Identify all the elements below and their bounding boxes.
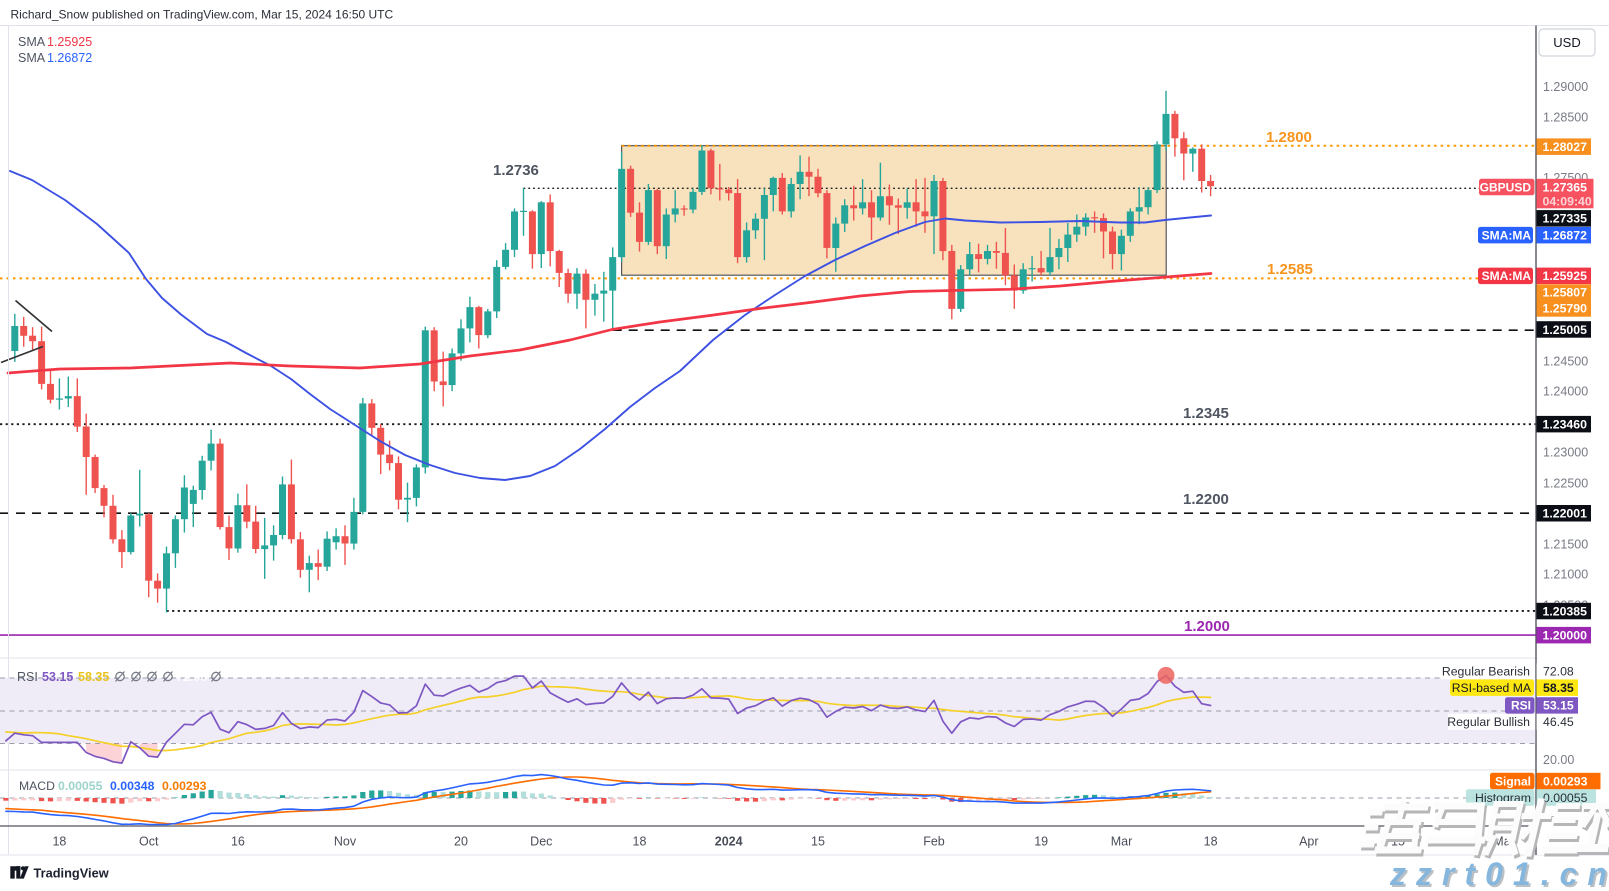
svg-text:Regular Bullish: Regular Bullish	[1447, 715, 1530, 729]
svg-text:SMA:MA: SMA:MA	[1482, 269, 1532, 283]
svg-text:RSI: RSI	[1511, 699, 1531, 713]
svg-text:19: 19	[1034, 835, 1048, 849]
svg-text:SMA:MA: SMA:MA	[1482, 229, 1532, 243]
svg-text:RSI-based MA: RSI-based MA	[1452, 681, 1532, 695]
svg-text:53.15: 53.15	[42, 670, 73, 684]
svg-text:1.23000: 1.23000	[1543, 446, 1588, 460]
svg-text:1.25005: 1.25005	[1543, 323, 1588, 337]
svg-text:0.00055: 0.00055	[58, 779, 103, 793]
svg-text:58.35: 58.35	[78, 670, 109, 684]
svg-text:1.2200: 1.2200	[1183, 491, 1229, 508]
svg-text:1.22500: 1.22500	[1543, 477, 1588, 491]
svg-text:Oct: Oct	[139, 835, 159, 849]
svg-text:1.2000: 1.2000	[1184, 618, 1230, 635]
svg-text:1.27335: 1.27335	[1543, 212, 1588, 226]
svg-text:1.27365: 1.27365	[1543, 180, 1588, 194]
svg-text:SMA: SMA	[18, 35, 46, 49]
svg-text:GBPUSD: GBPUSD	[1480, 180, 1532, 194]
svg-text:1.2736: 1.2736	[493, 162, 539, 179]
svg-text:TradingView: TradingView	[34, 866, 109, 881]
svg-text:1.21000: 1.21000	[1543, 568, 1588, 582]
svg-text:Mar: Mar	[1111, 835, 1133, 849]
svg-text:18: 18	[52, 835, 66, 849]
svg-text:1.25807: 1.25807	[1543, 286, 1588, 300]
svg-text:Nov: Nov	[334, 835, 357, 849]
svg-text:1.24000: 1.24000	[1543, 385, 1588, 399]
svg-text:1.24500: 1.24500	[1543, 355, 1588, 369]
svg-text:0.00293: 0.00293	[162, 779, 207, 793]
svg-text:1.25790: 1.25790	[1543, 302, 1588, 316]
svg-text:16: 16	[231, 835, 245, 849]
svg-text:Signal: Signal	[1495, 774, 1531, 788]
svg-text:58.35: 58.35	[1543, 681, 1574, 695]
svg-text:1.23460: 1.23460	[1543, 418, 1588, 432]
svg-text:0.00293: 0.00293	[1543, 774, 1588, 788]
svg-text:1.22001: 1.22001	[1543, 507, 1588, 521]
svg-text:1.2800: 1.2800	[1266, 129, 1312, 146]
svg-text:1.25925: 1.25925	[47, 35, 92, 49]
svg-text:1.28027: 1.28027	[1543, 140, 1588, 154]
svg-text:72.08: 72.08	[176, 670, 207, 684]
svg-text:1.2585: 1.2585	[1267, 261, 1313, 278]
svg-text:zzrt01.cn: zzrt01.cn	[1389, 856, 1609, 891]
svg-text:20.00: 20.00	[1543, 753, 1574, 767]
svg-text:20: 20	[454, 835, 468, 849]
svg-text:1.29000: 1.29000	[1543, 80, 1588, 94]
svg-text:2024: 2024	[715, 835, 743, 849]
svg-text:Dec: Dec	[530, 835, 552, 849]
svg-text:Regular Bearish: Regular Bearish	[1442, 665, 1530, 679]
svg-text:zzrt01.cn: zzrt01.cn	[1391, 858, 1609, 891]
svg-text:1.20000: 1.20000	[1543, 628, 1588, 642]
svg-text:0.00348: 0.00348	[110, 779, 155, 793]
svg-text:18: 18	[1204, 835, 1218, 849]
svg-text:15: 15	[811, 835, 825, 849]
svg-text:RSI: RSI	[17, 670, 38, 684]
svg-text:53.15: 53.15	[1543, 699, 1574, 713]
svg-text:04:09:40: 04:09:40	[1543, 194, 1592, 208]
svg-text:1.21500: 1.21500	[1543, 538, 1588, 552]
svg-text:1.28500: 1.28500	[1543, 111, 1588, 125]
svg-text:72.08: 72.08	[1543, 665, 1574, 679]
svg-text:SMA: SMA	[18, 51, 46, 65]
svg-text:MACD: MACD	[19, 779, 55, 793]
svg-text:Feb: Feb	[923, 835, 945, 849]
svg-text:1.20385: 1.20385	[1543, 604, 1588, 618]
svg-text:1.26872: 1.26872	[47, 51, 92, 65]
svg-text:18: 18	[633, 835, 647, 849]
svg-text:USD: USD	[1553, 35, 1580, 50]
svg-text:1.25925: 1.25925	[1543, 269, 1588, 283]
svg-text:46.45: 46.45	[1543, 715, 1574, 729]
svg-text:1.26872: 1.26872	[1543, 229, 1588, 243]
svg-text:0.00055: 0.00055	[1543, 791, 1588, 805]
svg-text:Apr: Apr	[1299, 835, 1318, 849]
svg-text:1.2345: 1.2345	[1183, 405, 1229, 422]
svg-text:Richard_Snow published on Trad: Richard_Snow published on TradingView.co…	[11, 8, 394, 22]
